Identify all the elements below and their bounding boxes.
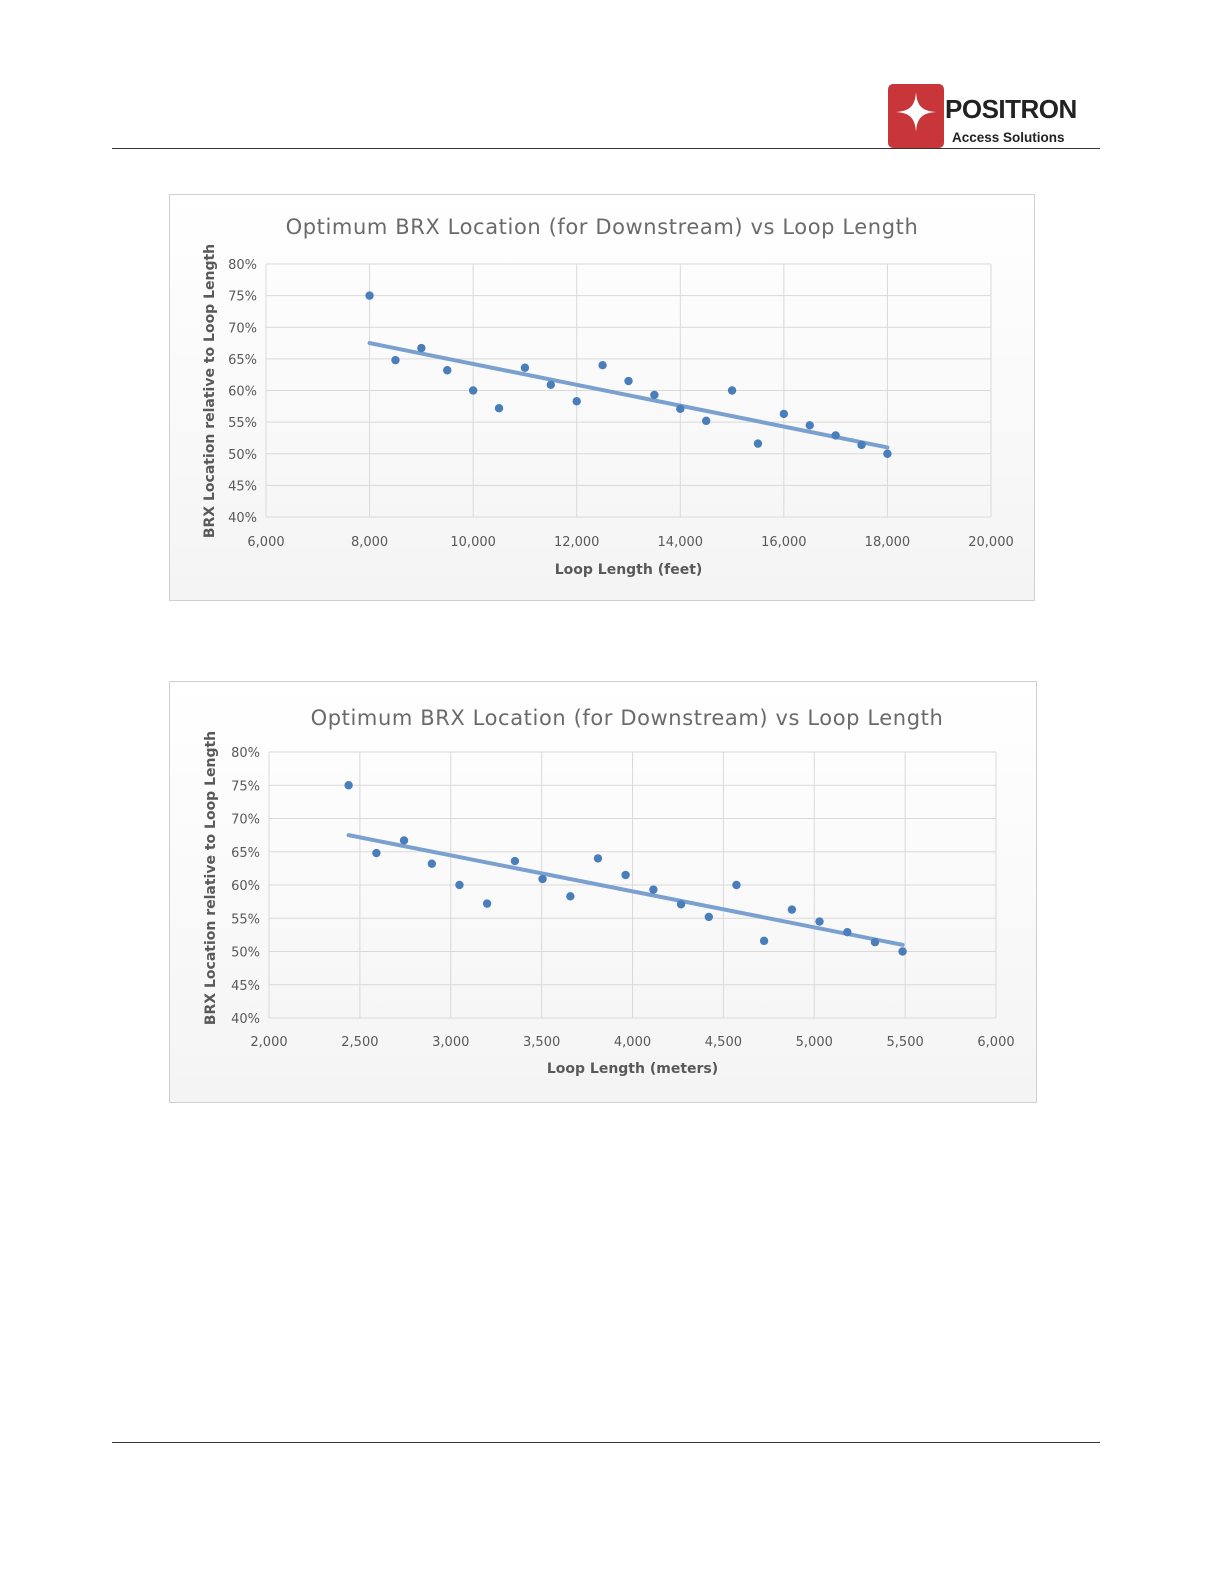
x-tick-label: 2,000 (250, 1035, 287, 1050)
data-point (898, 947, 907, 956)
y-tick-label: 80% (228, 258, 257, 273)
positron-cross-icon (888, 84, 944, 148)
y-axis-label: BRX Location relative to Loop Length (202, 244, 218, 538)
x-tick-label: 2,500 (341, 1035, 378, 1050)
y-tick-label: 70% (231, 813, 260, 828)
data-point (391, 355, 400, 365)
y-tick-label: 50% (228, 448, 257, 463)
x-tick-label: 4,500 (705, 1035, 742, 1050)
y-tick-label: 50% (231, 946, 260, 961)
data-point (510, 856, 520, 866)
data-point (759, 936, 769, 946)
gridlines (268, 751, 997, 1019)
y-tick-label: 65% (228, 353, 257, 368)
x-tick-label: 3,000 (432, 1035, 469, 1050)
footer-rule (112, 1442, 1100, 1443)
y-tick-label: 70% (228, 321, 257, 336)
y-tick-label: 40% (228, 511, 257, 526)
y-tick-label: 40% (231, 1012, 260, 1027)
trendline (367, 341, 890, 450)
data-point (704, 912, 714, 922)
data-point (443, 366, 452, 375)
x-tick-label: 10,000 (450, 535, 496, 550)
data-point (344, 781, 353, 790)
data-point (650, 390, 659, 400)
data-point (372, 848, 381, 858)
y-tick-label: 45% (231, 979, 260, 994)
data-point (455, 880, 464, 890)
x-tick-label: 18,000 (865, 535, 911, 550)
data-point (427, 859, 437, 868)
chart-meters-svg: Optimum BRX Location (for Downstream) vs… (203, 706, 1015, 1077)
x-tick-label: 12,000 (554, 535, 600, 550)
trendline (346, 833, 905, 947)
y-tick-label: 75% (228, 290, 257, 305)
data-point (815, 917, 824, 926)
data-point (593, 854, 603, 863)
x-tick-label: 20,000 (968, 535, 1014, 550)
x-tick-label: 5,500 (887, 1035, 924, 1050)
chart-feet-svg: Optimum BRX Location (for Downstream) vs… (202, 215, 1014, 578)
data-point (701, 416, 711, 426)
data-point (805, 421, 814, 430)
data-point (546, 380, 556, 390)
y-tick-label: 75% (231, 779, 260, 794)
data-point (624, 376, 633, 386)
header-rule (112, 148, 1100, 149)
y-tick-label: 55% (231, 912, 260, 927)
logo-name: POSITRON (945, 94, 1077, 124)
chart-title: Optimum BRX Location (for Downstream) vs… (311, 706, 944, 730)
x-axis-label: Loop Length (meters) (547, 1061, 718, 1077)
x-tick-label: 5,000 (796, 1035, 833, 1050)
data-point (787, 905, 797, 914)
gridlines (265, 263, 992, 518)
data-point (520, 363, 530, 372)
x-axis-label: Loop Length (feet) (555, 562, 703, 578)
x-tick-label: 3,500 (523, 1035, 560, 1050)
x-tick-label: 8,000 (351, 535, 388, 550)
data-point (482, 899, 492, 908)
data-point (365, 291, 374, 300)
x-tick-label: 6,000 (247, 535, 284, 550)
data-point (843, 928, 852, 937)
y-axis-label: BRX Location relative to Loop Length (203, 731, 219, 1025)
x-tick-label: 14,000 (658, 535, 704, 550)
chart-meters: Optimum BRX Location (for Downstream) vs… (169, 681, 1037, 1103)
x-tick-label: 6,000 (977, 1035, 1014, 1050)
data-point (727, 386, 737, 395)
chart-title: Optimum BRX Location (for Downstream) vs… (286, 215, 919, 239)
y-tick-label: 80% (231, 746, 260, 761)
data-point (857, 440, 866, 450)
logo-subtitle: Access Solutions (952, 130, 1065, 145)
data-point (494, 404, 504, 413)
data-point (399, 836, 409, 845)
x-tick-label: 16,000 (761, 535, 807, 550)
y-tick-label: 55% (228, 416, 257, 431)
data-point (621, 870, 630, 880)
data-point (883, 449, 892, 458)
data-point (870, 937, 880, 947)
x-tick-label: 4,000 (614, 1035, 651, 1050)
data-point (417, 343, 426, 353)
company-logo: POSITRON Access Solutions (888, 84, 1103, 148)
data-point (598, 361, 607, 370)
data-point (676, 900, 686, 909)
chart-feet: Optimum BRX Location (for Downstream) vs… (169, 194, 1035, 601)
data-point (732, 880, 741, 890)
data-point (649, 885, 658, 894)
data-point (468, 386, 478, 395)
y-tick-label: 65% (231, 846, 260, 861)
y-tick-label: 60% (231, 879, 260, 894)
y-tick-label: 60% (228, 385, 257, 400)
data-point (572, 397, 581, 406)
data-point (538, 874, 547, 884)
data-point (676, 404, 685, 414)
data-point (831, 431, 840, 440)
data-point (753, 439, 763, 448)
y-tick-label: 45% (228, 479, 257, 494)
data-point (566, 892, 575, 901)
data-point (779, 409, 789, 419)
